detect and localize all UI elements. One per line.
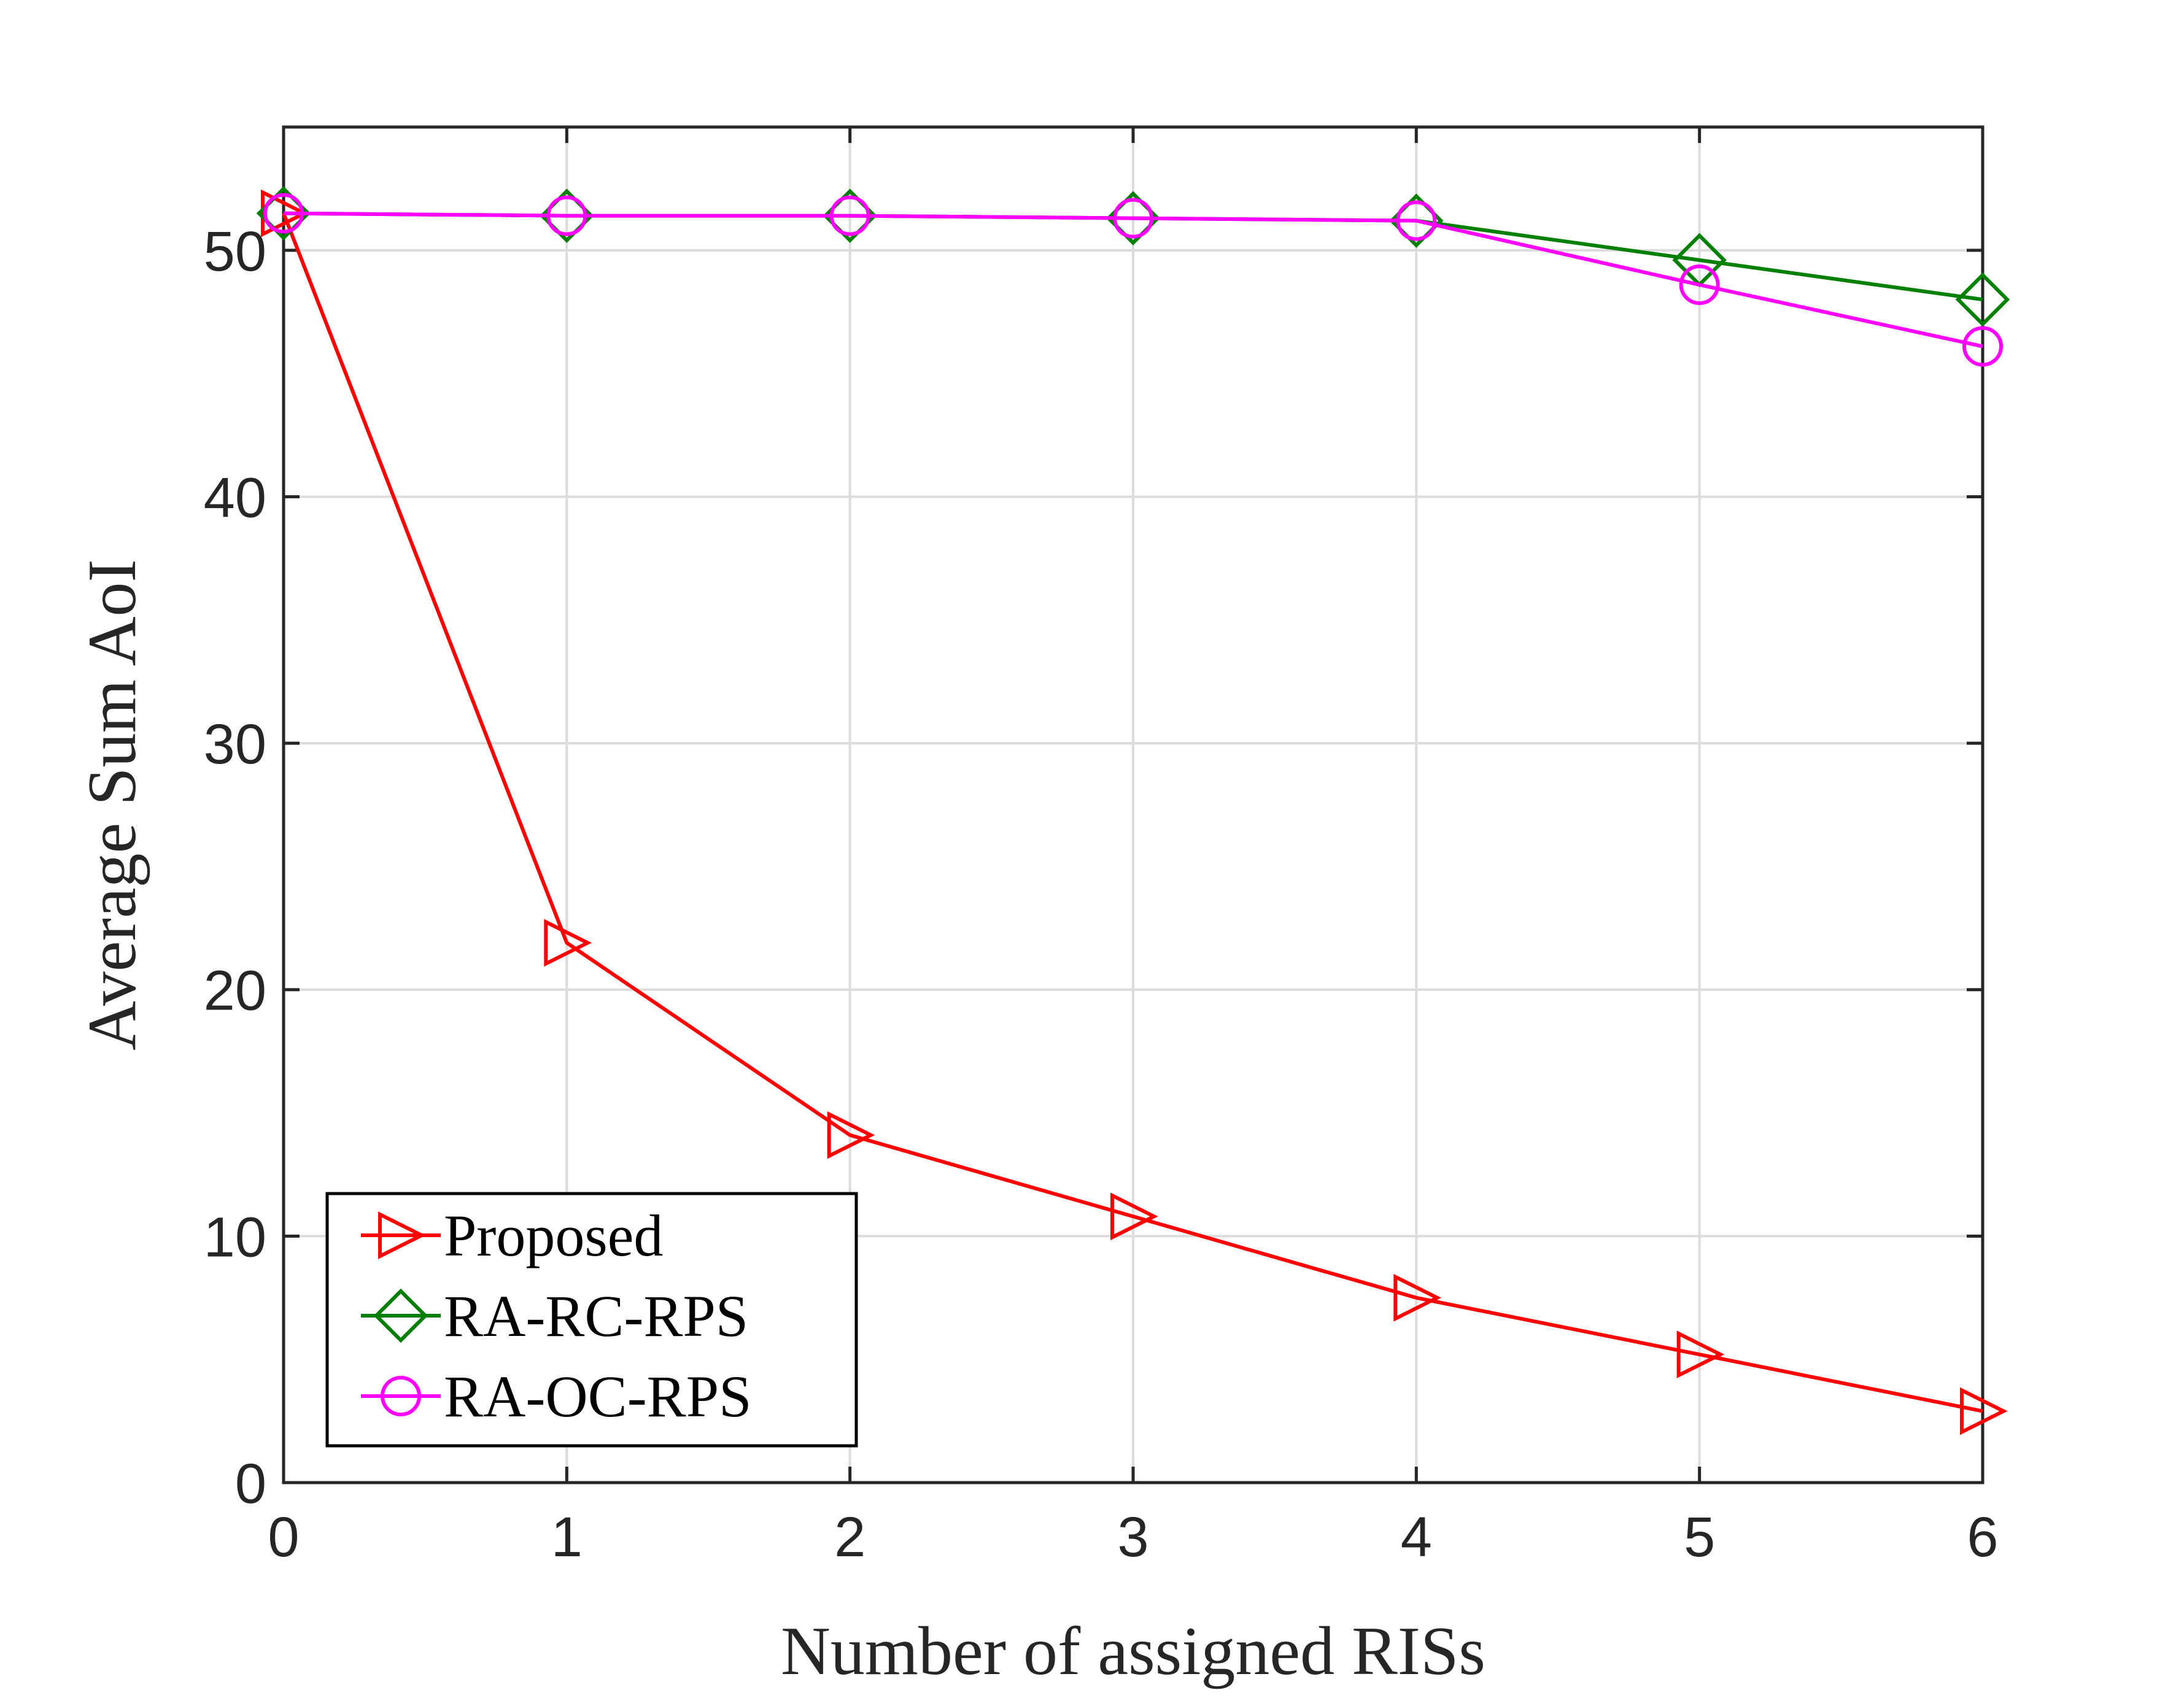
circle-marker [546, 195, 587, 236]
circle-marker [1396, 200, 1437, 241]
y-tick-label: 10 [204, 1206, 266, 1268]
diamond-marker [1955, 272, 2010, 327]
y-axis-title: Average Sum AoI [74, 559, 150, 1050]
x-tick-label: 5 [1684, 1506, 1715, 1569]
legend-label: Proposed [444, 1203, 663, 1268]
triangle-marker [1676, 1330, 1725, 1379]
series-line [283, 211, 1983, 349]
y-tick-label: 50 [204, 220, 266, 283]
circle-marker [1679, 264, 1720, 306]
data-series [256, 186, 2010, 1435]
x-tick-label: 3 [1117, 1506, 1148, 1569]
triangle-marker [827, 1111, 875, 1159]
triangle-marker [261, 189, 309, 237]
circle-marker [263, 193, 304, 234]
x-tick-label: 1 [551, 1506, 583, 1569]
circle-marker [1113, 198, 1153, 239]
triangle-marker [378, 1211, 426, 1259]
series-proposed [261, 189, 2008, 1435]
triangle-marker [1110, 1192, 1158, 1241]
y-tick-label: 40 [204, 466, 266, 529]
circle-marker [1962, 326, 2003, 367]
legend-label: RA-OC-RPS [444, 1364, 751, 1429]
x-tick-label: 2 [834, 1506, 865, 1569]
axis-ticks: 0 1 2 3 4 5 6 0 10 20 30 40 50 [204, 127, 1999, 1569]
series-ra-oc-rps [263, 193, 2003, 367]
y-tick-label: 30 [204, 713, 266, 776]
legend: Proposed RA-RC-RPS RA-OC-RPS [325, 1192, 858, 1448]
x-axis-title: Number of assigned RISs [781, 1613, 1485, 1689]
x-tick-label: 0 [268, 1506, 299, 1569]
y-tick-label: 20 [204, 960, 266, 1022]
series-line [282, 212, 1983, 1413]
circle-marker [829, 195, 870, 236]
x-tick-label: 6 [1967, 1506, 1998, 1569]
diamond-marker [373, 1288, 428, 1343]
triangle-marker [544, 919, 592, 967]
triangle-marker [1393, 1273, 1442, 1322]
legend-label: RA-RC-RPS [444, 1283, 748, 1349]
triangle-marker [1960, 1387, 2008, 1435]
x-tick-label: 4 [1401, 1506, 1432, 1569]
circle-marker [381, 1376, 421, 1416]
y-tick-label: 0 [235, 1453, 266, 1515]
